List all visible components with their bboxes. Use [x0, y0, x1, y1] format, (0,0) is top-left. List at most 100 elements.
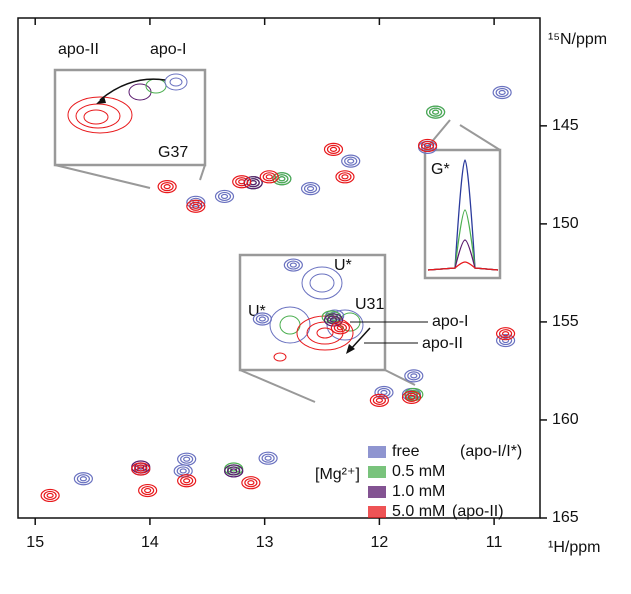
contour-level [303, 183, 318, 194]
legend-title: [Mg²⁺] [315, 466, 360, 483]
contour-level [407, 371, 421, 381]
annotation: apo-I [432, 313, 468, 330]
contour-level [40, 488, 60, 503]
contour-level [495, 327, 516, 341]
legend-label: free [392, 443, 420, 460]
inset-spectra [427, 159, 499, 271]
contour-level [326, 144, 341, 154]
inset-box [53, 68, 207, 167]
contour-level [341, 174, 349, 180]
contour-level [247, 480, 255, 486]
contour-level [404, 387, 424, 402]
contour-level [375, 397, 383, 403]
peak [131, 462, 151, 476]
inset-lead [459, 124, 501, 151]
peak [258, 451, 278, 465]
contour-level [131, 462, 151, 476]
contour-level [43, 490, 57, 501]
contour-level [423, 142, 432, 149]
legend-label: 0.5 mM [392, 463, 445, 480]
contour-level [255, 314, 269, 324]
peak [241, 476, 261, 490]
annotation: G* [431, 161, 450, 178]
annotations: apo-II apo-I G37 G* U* U* U31 apo-I apo-… [58, 41, 468, 352]
contour-level [179, 468, 187, 474]
contour-level [177, 452, 197, 466]
contour-level [410, 373, 418, 379]
contour-level [244, 478, 258, 488]
contour-level [336, 325, 344, 331]
annotation: G37 [158, 144, 188, 161]
contour-level [183, 478, 191, 484]
contour-level [220, 193, 229, 200]
contour-level [369, 393, 389, 407]
contour-level [189, 201, 203, 211]
contour-level [224, 464, 244, 478]
contour-level [157, 180, 177, 194]
contour-level [429, 107, 443, 117]
contour-level [261, 453, 275, 463]
contour-level [177, 474, 197, 488]
contour-level [330, 321, 350, 335]
annotation: apo-II [58, 41, 99, 58]
peak [300, 181, 321, 196]
contour-level [417, 138, 438, 153]
y-tick-label: 155 [552, 313, 579, 330]
contour-level [289, 262, 297, 268]
legend-swatch [368, 486, 386, 498]
contour-level [338, 172, 352, 182]
peak [495, 327, 516, 341]
contour-level [401, 390, 422, 405]
annotation: apo-II [422, 335, 463, 352]
arrow-head [346, 344, 355, 354]
contour-level [227, 466, 241, 476]
y-tick-label: 145 [552, 117, 579, 134]
peak [335, 170, 355, 184]
peak [369, 393, 389, 407]
contour-level [420, 140, 435, 151]
legend-swatch [368, 506, 386, 518]
peak [252, 312, 272, 326]
contour-level [141, 485, 155, 496]
contour-level [286, 260, 300, 270]
arrow [99, 78, 166, 101]
contour-level [347, 158, 355, 164]
contour-level [258, 316, 266, 322]
contour-level [283, 258, 303, 272]
contour-level [323, 142, 344, 156]
contour-level [76, 474, 90, 484]
contour-level [137, 466, 145, 472]
x-tick-label: 15 [26, 534, 44, 551]
contour-level [134, 464, 148, 474]
annotation: U* [334, 257, 352, 274]
contour-level [323, 313, 344, 327]
annotation: apo-I [150, 41, 186, 58]
contour-level [180, 454, 194, 464]
peak [374, 385, 394, 400]
peak [495, 333, 516, 348]
peak [417, 138, 438, 153]
contour-level [495, 87, 509, 98]
peak [177, 452, 197, 466]
contour-level [138, 483, 158, 498]
x-axis-label: ¹H/ppm [548, 539, 600, 556]
contour-level [501, 331, 510, 337]
x-tick-label: 12 [370, 534, 388, 551]
legend-swatch [368, 446, 386, 458]
contour-level [230, 468, 238, 474]
contour-level [73, 472, 93, 486]
contour-level [259, 170, 279, 184]
arrow [349, 327, 371, 351]
contour-level [498, 89, 506, 96]
peak [138, 483, 158, 498]
x-tick-label: 14 [141, 534, 159, 551]
peak [224, 464, 244, 478]
contour-level [46, 492, 54, 499]
contour-level [377, 387, 391, 398]
inset-lead [384, 369, 416, 386]
contour-level [335, 170, 355, 184]
contour-level [180, 476, 194, 486]
peak [283, 258, 303, 272]
contour-level [329, 146, 338, 152]
inset-lead [199, 164, 206, 181]
